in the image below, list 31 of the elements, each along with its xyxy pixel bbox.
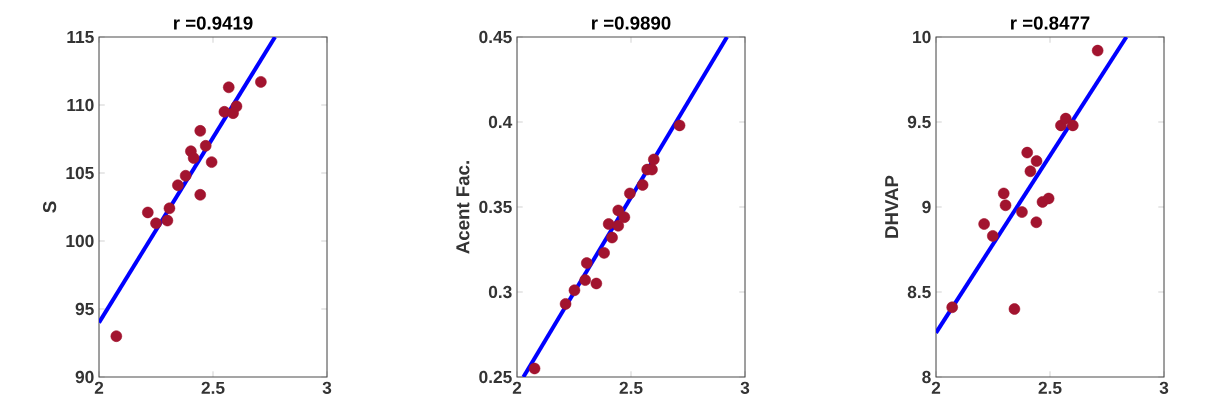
y-tick-label: 95 [75,302,94,316]
y-tick-label: 110 [67,98,94,112]
y-axis-title: DHVAP [885,175,899,238]
x-tick-label: 3 [1159,381,1169,394]
x-tick-label: 3 [322,381,332,394]
y-tick-label: 0.3 [488,285,512,299]
y-tick-label: 8 [922,370,931,384]
y-tick-label: 90 [75,370,94,384]
x-tick-label: 2.5 [201,381,225,394]
x-tick-label: 2 [94,381,104,394]
y-tick-label: 9 [922,200,931,214]
y-tick-label: 10 [913,30,931,44]
y-tick-label: 0.35 [479,200,512,214]
x-tick-label: 3 [740,381,750,394]
chart-title: r =0.8477 [1011,16,1090,30]
y-tick-label: 0.25 [479,370,512,384]
chart-title: r =0.9890 [592,16,671,30]
y-tick-label: 105 [66,166,94,180]
y-tick-label: 9.5 [907,115,931,129]
y-tick-label: 115 [67,30,94,44]
x-tick-label: 2.5 [1038,381,1062,394]
y-tick-label: 100 [66,234,94,248]
x-tick-label: 2 [512,381,522,394]
y-axis-title: S [42,201,57,213]
chart-title: r =0.9419 [174,16,253,30]
y-tick-label: 0.45 [479,30,512,44]
y-tick-label: 0.4 [488,115,513,129]
y-axis-title: Acent Fac. [456,161,470,254]
y-tick-label: 8.5 [907,285,931,299]
x-tick-label: 2 [931,381,941,394]
x-tick-label: 2.5 [619,381,643,394]
